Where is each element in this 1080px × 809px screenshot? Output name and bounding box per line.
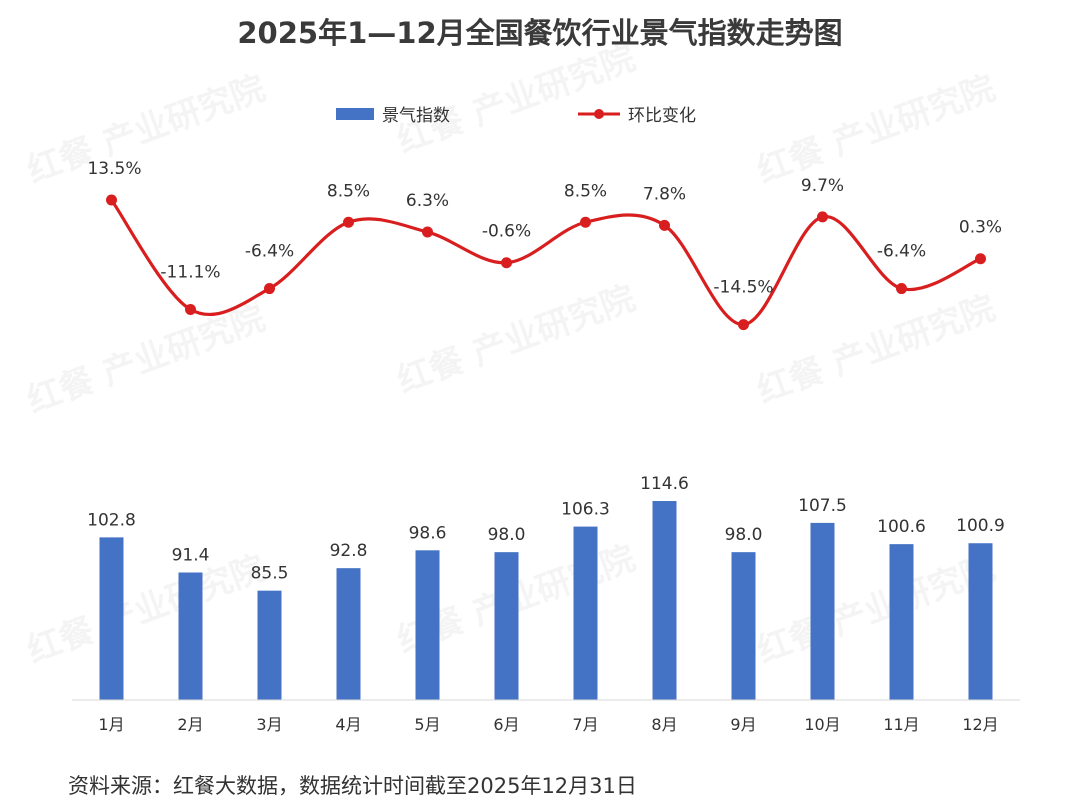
line-label-6: -0.6%: [482, 222, 531, 242]
x-tick-9: 9月: [730, 715, 756, 734]
x-tick-3: 3月: [256, 715, 282, 734]
line-point-1: [106, 194, 117, 206]
legend-label-line: 环比变化: [628, 106, 696, 126]
legend-label-bar: 景气指数: [382, 106, 450, 126]
watermark-5: 红餐 产业研究院: [752, 288, 1000, 411]
line-label-12: 0.3%: [959, 218, 1002, 238]
bar-9: [731, 552, 756, 700]
bar-label-3: 85.5: [251, 564, 289, 584]
x-axis: 1月 2月 3月 4月 5月 6月 7月 8月 9月 10月 11月 12月: [72, 699, 1020, 734]
watermark-3: 红餐 产业研究院: [22, 298, 270, 421]
watermark-2: 红餐 产业研究院: [752, 68, 1000, 191]
line-label-10: 9.7%: [801, 176, 844, 196]
bar-1: [99, 537, 124, 700]
bar-4: [336, 568, 361, 700]
x-tick-1: 1月: [98, 715, 124, 734]
line-point-10: [817, 211, 828, 223]
bar-label-7: 106.3: [561, 500, 610, 520]
line-series: 13.5% -11.1% -6.4% 8.5% 6.3% -0.6% 8.5% 7.8% -14…: [87, 159, 1002, 331]
bar-2: [178, 572, 203, 700]
line-point-11: [896, 283, 907, 295]
legend: 景气指数 环比变化: [336, 106, 696, 126]
x-tick-6: 6月: [493, 715, 519, 734]
x-tick-4: 4月: [335, 715, 361, 734]
bar-label-5: 98.6: [409, 523, 447, 543]
bar-label-9: 98.0: [725, 525, 763, 545]
bar-label-2: 91.4: [172, 545, 210, 565]
line-label-2: -11.1%: [160, 262, 220, 282]
line-point-8: [659, 219, 670, 231]
bar-label-8: 114.6: [640, 474, 689, 494]
bar-label-10: 107.5: [798, 496, 847, 516]
bar-label-4: 92.8: [330, 541, 368, 561]
line-label-7: 8.5%: [564, 181, 607, 201]
bar-12: [968, 543, 993, 700]
watermark-6: 红餐 产业研究院: [22, 548, 270, 671]
x-tick-2: 2月: [177, 715, 203, 734]
x-tick-7: 7月: [572, 715, 598, 734]
line-point-9: [738, 319, 749, 331]
bar-10: [810, 522, 835, 700]
line-point-6: [501, 257, 512, 269]
line-point-7: [580, 216, 591, 228]
line-label-3: -6.4%: [245, 242, 294, 262]
x-tick-8: 8月: [651, 715, 677, 734]
line-label-9: -14.5%: [713, 278, 773, 298]
bar-8: [652, 501, 677, 700]
watermark-8: 红餐 产业研究院: [752, 548, 1000, 671]
watermark-1: 红餐 产业研究院: [392, 38, 640, 161]
line-path: [110, 199, 982, 327]
legend-marker: [594, 109, 604, 119]
bar-11: [889, 544, 914, 700]
bar-3: [257, 590, 282, 700]
legend-swatch-bar: [336, 108, 374, 120]
line-label-5: 6.3%: [406, 191, 449, 211]
line-label-4: 8.5%: [327, 181, 370, 201]
bar-label-6: 98.0: [488, 525, 526, 545]
x-tick-12: 12月: [962, 715, 998, 734]
line-label-8: 7.8%: [643, 184, 686, 204]
x-tick-5: 5月: [414, 715, 440, 734]
source-note: 资料来源：红餐大数据，数据统计时间截至2025年12月31日: [68, 774, 637, 798]
bar-7: [573, 526, 598, 700]
bar-label-11: 100.6: [877, 517, 926, 537]
line-point-12: [975, 253, 986, 265]
x-tick-10: 10月: [804, 715, 840, 734]
x-tick-11: 11月: [883, 715, 919, 734]
bar-5: [415, 550, 440, 700]
line-point-5: [422, 226, 433, 238]
line-point-4: [343, 216, 354, 228]
watermark-4: 红餐 产业研究院: [392, 278, 640, 401]
bar-6: [494, 552, 519, 700]
bar-series: 102.8 91.4 85.5 92.8 98.6 98.0 106.3 114.6 98.0 1…: [87, 474, 1005, 700]
chart-title: 2025年1—12月全国餐饮行业景气指数走势图: [237, 16, 843, 50]
line-label-1: 13.5%: [87, 159, 141, 179]
bar-label-1: 102.8: [87, 510, 136, 530]
bar-label-12: 100.9: [956, 516, 1005, 536]
line-point-2: [185, 303, 196, 315]
line-label-11: -6.4%: [877, 242, 926, 262]
watermark-0: 红餐 产业研究院: [22, 68, 270, 191]
line-point-3: [264, 283, 275, 295]
